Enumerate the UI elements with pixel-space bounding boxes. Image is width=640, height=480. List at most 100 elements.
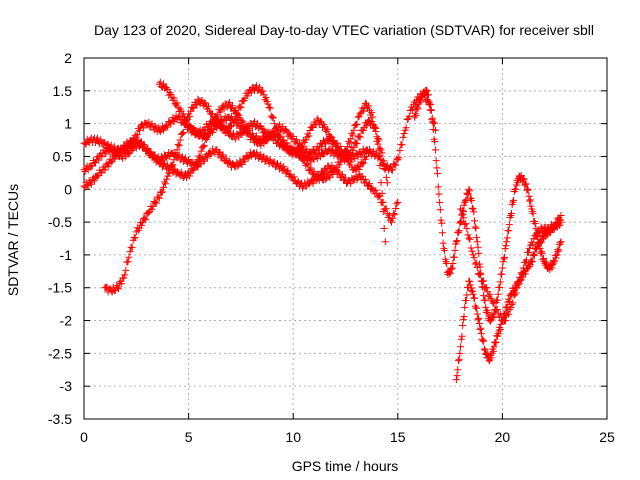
data-point — [215, 148, 223, 156]
y-tick-label: 2 — [64, 50, 72, 66]
data-point — [236, 102, 244, 110]
data-point — [525, 192, 533, 200]
data-point — [218, 152, 226, 160]
data-point — [126, 248, 134, 256]
data-point — [203, 154, 211, 162]
data-point — [284, 167, 292, 175]
data-point — [494, 290, 502, 298]
data-point — [424, 91, 432, 99]
data-point — [488, 349, 496, 357]
data-point — [502, 242, 510, 250]
data-point — [206, 129, 214, 137]
data-point — [274, 127, 282, 135]
data-point — [496, 278, 504, 286]
data-point — [489, 314, 497, 322]
data-point — [378, 189, 386, 197]
data-point — [303, 160, 311, 168]
data-point — [429, 118, 437, 126]
data-point — [480, 337, 488, 345]
data-point — [107, 158, 115, 166]
data-point — [524, 185, 532, 193]
data-point — [186, 172, 194, 180]
data-point — [340, 149, 348, 157]
data-point — [446, 270, 454, 278]
data-point — [311, 149, 319, 157]
data-point — [551, 257, 559, 265]
data-point — [237, 159, 245, 167]
data-point — [226, 123, 234, 131]
data-point — [388, 166, 396, 174]
data-point — [264, 100, 272, 108]
data-point — [469, 290, 477, 298]
data-point — [268, 113, 276, 121]
data-point — [125, 150, 133, 158]
data-point — [466, 277, 474, 285]
data-point — [381, 165, 389, 173]
data-point — [222, 154, 230, 162]
data-point — [496, 326, 504, 334]
data-point — [164, 123, 172, 131]
data-point — [280, 163, 288, 171]
data-point — [379, 157, 387, 165]
data-point — [153, 155, 161, 163]
data-point — [474, 316, 482, 324]
data-point — [395, 154, 403, 162]
data-point — [314, 146, 322, 154]
data-point — [338, 171, 346, 179]
data-point — [513, 284, 521, 292]
data-point — [163, 175, 171, 183]
data-point — [159, 183, 167, 191]
data-point — [498, 270, 506, 278]
data-point — [187, 107, 195, 115]
data-point — [371, 123, 379, 131]
data-point — [159, 80, 167, 88]
data-point — [101, 166, 109, 174]
data-point — [435, 190, 443, 198]
data-point — [455, 355, 463, 363]
data-point — [374, 134, 382, 142]
data-point — [388, 218, 396, 226]
data-point — [121, 144, 129, 152]
x-tick-label: 5 — [185, 429, 193, 445]
data-point — [457, 218, 465, 226]
data-point — [490, 343, 498, 351]
data-point — [197, 147, 205, 155]
data-point — [200, 157, 208, 165]
data-point — [232, 115, 240, 123]
data-point — [477, 330, 485, 338]
data-point — [356, 133, 364, 141]
data-point — [548, 264, 556, 272]
data-point — [522, 256, 530, 264]
data-point — [436, 198, 444, 206]
x-tick-label: 15 — [390, 429, 406, 445]
x-axis-label: GPS time / hours — [292, 458, 399, 474]
data-point — [260, 140, 268, 148]
data-point — [362, 152, 370, 160]
data-point — [477, 324, 485, 332]
data-point — [472, 259, 480, 267]
data-point — [529, 210, 537, 218]
data-point — [465, 185, 473, 193]
data-point — [322, 175, 330, 183]
data-point — [394, 198, 402, 206]
data-point — [376, 162, 384, 170]
data-point — [381, 238, 389, 246]
data-point — [449, 260, 457, 268]
data-point — [500, 253, 508, 261]
data-point — [362, 122, 370, 130]
data-point — [472, 224, 480, 232]
data-point — [301, 156, 309, 164]
data-point — [190, 166, 198, 174]
data-point — [309, 180, 317, 188]
data-point — [454, 366, 462, 374]
data-point — [398, 141, 406, 149]
data-point — [146, 150, 154, 158]
data-point — [178, 130, 186, 138]
data-point — [396, 147, 404, 155]
data-point — [326, 174, 334, 182]
data-point — [438, 229, 446, 237]
data-point — [277, 161, 285, 169]
data-point — [400, 129, 408, 137]
data-point — [324, 125, 332, 133]
data-point — [515, 280, 523, 288]
